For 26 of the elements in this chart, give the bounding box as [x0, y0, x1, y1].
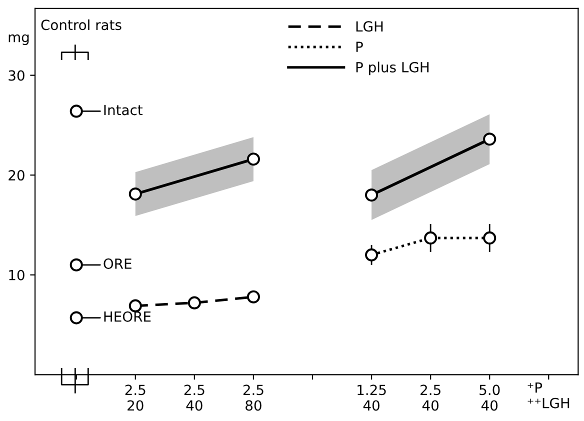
- legend-label: P: [356, 42, 363, 52]
- x-tick-label: 5.0 40: [480, 384, 500, 411]
- y-tick-label: 30: [8, 70, 24, 81]
- point: [483, 231, 496, 244]
- point: [365, 248, 378, 262]
- x-tick-label: 2.5 20: [125, 384, 146, 411]
- annotation: Intact: [104, 104, 143, 116]
- point: [70, 311, 83, 324]
- y-axis-title: mg: [8, 34, 29, 46]
- annotation: ORE: [104, 258, 132, 269]
- x-tick-label: 2.5 40: [420, 384, 440, 411]
- legend-label: P plus LGH: [356, 62, 429, 76]
- point: [424, 231, 438, 244]
- x-axis-title: ⁺P ⁺⁺LGH: [528, 382, 570, 408]
- legend-label: LGH: [356, 21, 383, 32]
- point: [70, 104, 83, 118]
- annotation: HEORE: [104, 311, 151, 322]
- y-tick-label: 20: [8, 170, 24, 181]
- y-tick-label: 10: [9, 270, 24, 280]
- point: [188, 296, 201, 310]
- x-tick-label: 1.25 40: [358, 384, 386, 411]
- point: [70, 258, 83, 272]
- x-tick-label: 2.5 80: [243, 384, 264, 411]
- point: [246, 290, 260, 304]
- x-tick-label: 2.5 40: [184, 384, 204, 411]
- annotation: Control rats: [41, 19, 122, 30]
